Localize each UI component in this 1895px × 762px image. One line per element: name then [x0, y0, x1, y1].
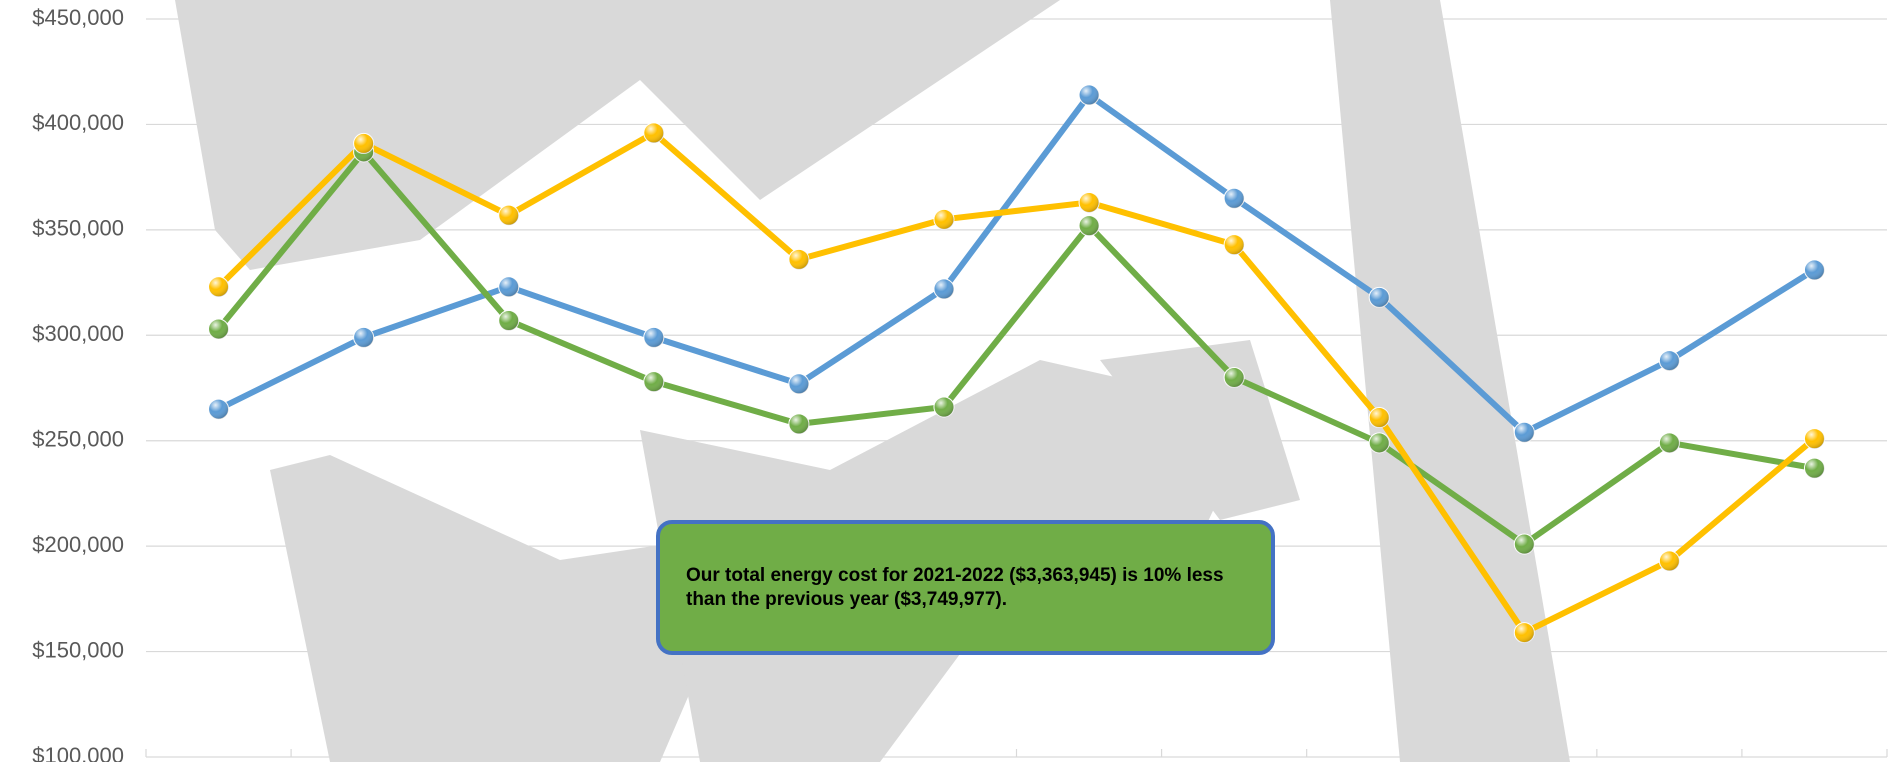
point-shine — [789, 374, 809, 394]
point-shine — [934, 397, 954, 417]
point-shine — [1514, 422, 1534, 442]
point-shine — [209, 399, 229, 419]
point-shine — [209, 319, 229, 339]
point-shine — [1079, 192, 1099, 212]
y-tick-label: $300,000 — [32, 321, 124, 346]
point-shine — [934, 209, 954, 229]
point-shine — [209, 277, 229, 297]
y-tick-label: $200,000 — [32, 532, 124, 557]
point-shine — [1224, 188, 1244, 208]
point-shine — [1369, 408, 1389, 428]
point-shine — [644, 327, 664, 347]
y-tick-label: $450,000 — [32, 5, 124, 30]
point-shine — [1079, 216, 1099, 236]
point-shine — [354, 327, 374, 347]
page: $100,000 $150,000 $200,000 $250,000 $300,000… — [0, 0, 1895, 762]
point-shine — [499, 277, 519, 297]
point-shine — [499, 205, 519, 225]
annotation-box: Our total energy cost for 2021-2022 ($3,… — [656, 520, 1275, 655]
point-shine — [789, 249, 809, 269]
point-shine — [934, 279, 954, 299]
point-shine — [1804, 260, 1824, 280]
point-shine — [1514, 534, 1534, 554]
point-shine — [1369, 433, 1389, 453]
point-shine — [1659, 433, 1679, 453]
y-tick-label: $400,000 — [32, 110, 124, 135]
y-tick-label: $250,000 — [32, 427, 124, 452]
point-shine — [354, 133, 374, 153]
point-shine — [1514, 623, 1534, 643]
point-shine — [1804, 458, 1824, 478]
point-shine — [1224, 235, 1244, 255]
point-shine — [499, 311, 519, 331]
point-shine — [1659, 551, 1679, 571]
point-shine — [1804, 429, 1824, 449]
point-shine — [1224, 367, 1244, 387]
point-shine — [789, 414, 809, 434]
point-shine — [1079, 85, 1099, 105]
y-tick-label: $350,000 — [32, 216, 124, 241]
y-tick-label: $100,000 — [32, 743, 124, 762]
point-shine — [644, 372, 664, 392]
point-shine — [644, 123, 664, 143]
point-shine — [1369, 287, 1389, 307]
point-shine — [1659, 351, 1679, 371]
y-tick-label: $150,000 — [32, 637, 124, 662]
